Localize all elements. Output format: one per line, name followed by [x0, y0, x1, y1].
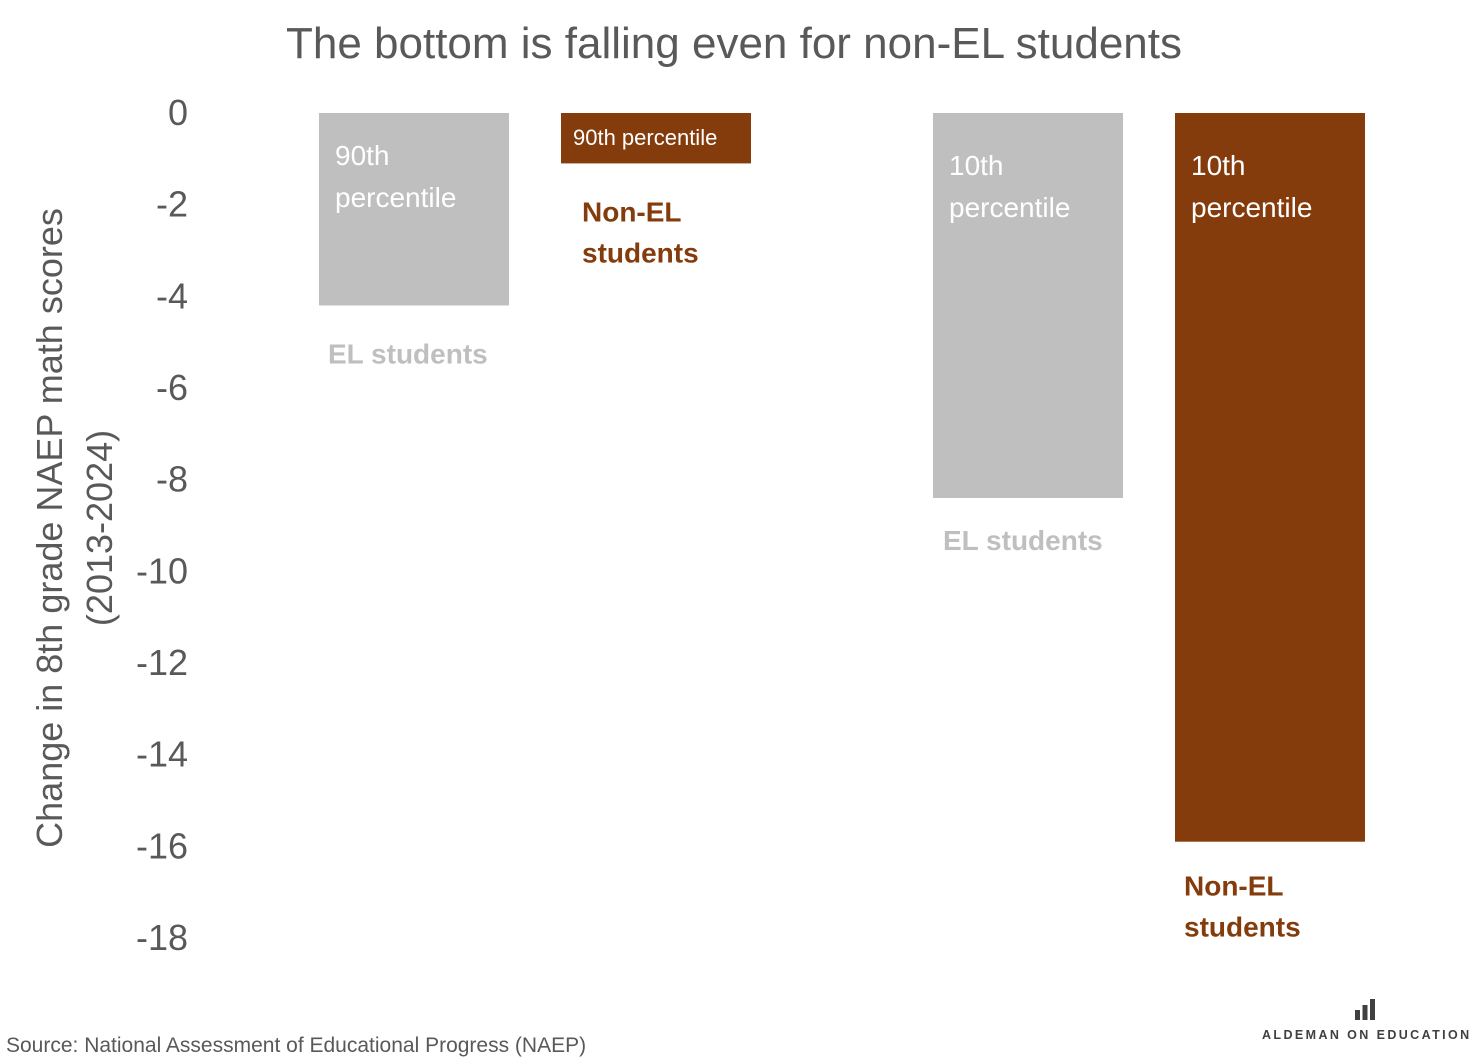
bar-group-label: Non-EL — [582, 196, 682, 227]
bar-percentile-label: 10th — [1191, 150, 1246, 181]
bar — [561, 113, 751, 164]
bar-percentile-label: 90th percentile — [573, 125, 717, 150]
bar-percentile-label: percentile — [1191, 192, 1312, 223]
bar-percentile-label: 90th — [335, 140, 390, 171]
y-tick-label: -4 — [156, 275, 188, 316]
bar — [319, 113, 509, 306]
y-axis-ticks: 0 -2 -4 -6 -8 -10 -12 -14 -16 -18 — [136, 92, 188, 958]
bar-percentile-label: 10th — [949, 150, 1004, 181]
brand: ALDEMAN ON EDUCATION — [1262, 998, 1472, 1042]
chart-title: The bottom is falling even for non-EL st… — [286, 19, 1182, 68]
bar-group-label: students — [1184, 912, 1301, 943]
bar-percentile-label: percentile — [949, 192, 1070, 223]
bar-group-label: Non-EL — [1184, 871, 1284, 902]
bar-chart-icon — [1355, 999, 1375, 1020]
y-tick-label: -10 — [136, 550, 188, 591]
y-tick-label: -16 — [136, 825, 188, 866]
bar — [933, 113, 1123, 498]
bar-group: 10th percentile EL students — [933, 113, 1123, 556]
bar-group: 90th percentile Non-EL students — [561, 113, 751, 268]
bar-group: 10th percentile Non-EL students — [1175, 113, 1365, 943]
y-tick-label: -12 — [136, 642, 188, 683]
y-axis-label-line-2: (2013-2024) — [79, 430, 120, 626]
source-note: Source: National Assessment of Education… — [6, 1034, 587, 1057]
y-tick-label: -8 — [156, 459, 188, 500]
bar-group-label: EL students — [328, 338, 488, 369]
bar — [1175, 113, 1365, 842]
y-axis-label: Change in 8th grade NAEP math scores (201… — [29, 208, 120, 848]
y-tick-label: -6 — [156, 367, 188, 408]
y-axis-label-line-1: Change in 8th grade NAEP math scores — [29, 208, 70, 848]
y-tick-label: -18 — [136, 917, 188, 958]
bar-percentile-label: percentile — [335, 182, 456, 213]
bar-group: 90th percentile EL students — [319, 113, 509, 369]
bar-group-label: EL students — [943, 525, 1103, 556]
bar-group-label: students — [582, 237, 699, 268]
y-tick-label: -2 — [156, 184, 188, 225]
brand-name: ALDEMAN ON EDUCATION — [1262, 1028, 1472, 1042]
y-tick-label: 0 — [168, 92, 188, 133]
y-tick-label: -14 — [136, 734, 188, 775]
